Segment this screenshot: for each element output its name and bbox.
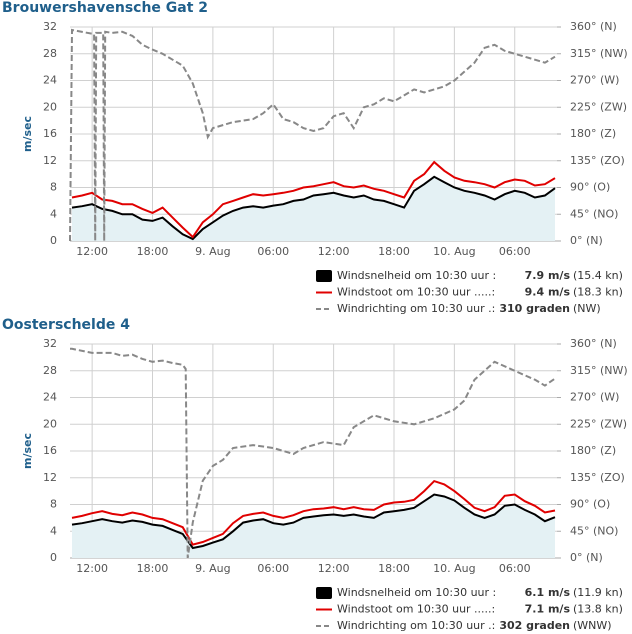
y2-tick-label: 315° (NW) [570,47,628,60]
line [71,175,556,241]
legend-label: Windrichting om 10:30 uur .: [337,619,495,632]
y2-tick-label: 90° (O) [570,498,610,511]
legend-unit: (15.4 kn) [573,269,623,282]
y-tick-label: 32 [43,20,57,33]
y-tick-label: 16 [43,127,57,140]
legend-value: 6.1 m/s [525,586,571,599]
y-axis-label: m/sec [21,433,34,469]
x-tick-label: 06:00 [257,562,289,575]
x-tick-label: 06:00 [257,245,289,258]
legend-label: Windrichting om 10:30 uur .: [337,302,495,315]
y-tick-label: 16 [43,444,57,457]
line [71,160,556,239]
legend-value: 7.9 m/s [525,269,571,282]
legend-value: 9.4 m/s [525,286,571,299]
legend-unit: (WNW) [573,619,612,632]
y2-tick-label: 315° (NW) [570,364,628,377]
y-tick-label: 24 [43,74,57,87]
y2-tick-label: 45° (NO) [570,207,618,220]
y2-tick-label: 180° (Z) [570,127,616,140]
y2-tick-label: 225° (ZW) [570,417,627,430]
y-tick-label: 28 [43,364,57,377]
line [70,347,556,559]
legend-label: Windsnelheid om 10:30 uur : [337,586,496,599]
y-tick-label: 8 [50,498,57,511]
legend-value: 302 graden [499,619,570,632]
y2-tick-label: 135° (ZO) [570,154,625,167]
y-tick-label: 4 [50,207,57,220]
y2-tick-label: 180° (Z) [570,444,616,457]
y2-tick-label: 270° (W) [570,391,619,404]
legend-swatch [316,587,332,599]
area [72,176,555,241]
y-tick-label: 0 [50,234,57,247]
x-tick-label: 18:00 [378,245,410,258]
legend-label: Windstoot om 10:30 uur .....: [337,286,495,299]
y-tick-label: 0 [50,551,57,564]
line [71,493,556,550]
y2-tick-label: 270° (W) [570,74,619,87]
legend-label: Windsnelheid om 10:30 uur : [337,269,496,282]
y-tick-label: 20 [43,417,57,430]
x-tick-label: 10. Aug [433,245,475,258]
y2-tick-label: 0° (N) [570,234,603,247]
x-tick-label: 06:00 [499,562,531,575]
line [69,28,556,242]
legend-unit: (13.8 kn) [573,603,623,616]
y-tick-label: 8 [50,181,57,194]
y2-tick-label: 135° (ZO) [570,471,625,484]
y2-tick-label: 90° (O) [570,181,610,194]
legend-unit: (18.3 kn) [573,286,623,299]
x-tick-label: 12:00 [76,562,108,575]
line [71,479,556,546]
x-tick-label: 12:00 [318,562,350,575]
legend-swatch [316,270,332,282]
y-axis-label: m/sec [21,116,34,152]
y2-tick-label: 45° (NO) [570,524,618,537]
area [72,494,555,558]
x-tick-label: 18:00 [137,245,169,258]
chart-title: Brouwershavensche Gat 2 [2,0,208,16]
x-tick-label: 12:00 [76,245,108,258]
x-tick-label: 12:00 [318,245,350,258]
x-tick-label: 06:00 [499,245,531,258]
legend-label: Windstoot om 10:30 uur .....: [337,603,495,616]
y2-tick-label: 360° (N) [570,20,617,33]
y2-tick-label: 225° (ZW) [570,100,627,113]
legend-unit: (NW) [573,302,601,315]
chart-title: Oosterschelde 4 [2,317,130,333]
x-tick-label: 18:00 [378,562,410,575]
legend-unit: (11.9 kn) [573,586,623,599]
y2-tick-label: 0° (N) [570,551,603,564]
x-tick-label: 18:00 [137,562,169,575]
y-tick-label: 4 [50,524,57,537]
y-tick-label: 24 [43,391,57,404]
y2-tick-label: 360° (N) [570,337,617,350]
x-tick-label: 9. Aug [195,245,230,258]
y-tick-label: 32 [43,337,57,350]
y-tick-label: 20 [43,100,57,113]
y-tick-label: 12 [43,471,57,484]
legend-value: 310 graden [499,302,570,315]
legend-value: 7.1 m/s [525,603,571,616]
y-tick-label: 12 [43,154,57,167]
y-tick-label: 28 [43,47,57,60]
x-tick-label: 9. Aug [195,562,230,575]
x-tick-label: 10. Aug [433,562,475,575]
